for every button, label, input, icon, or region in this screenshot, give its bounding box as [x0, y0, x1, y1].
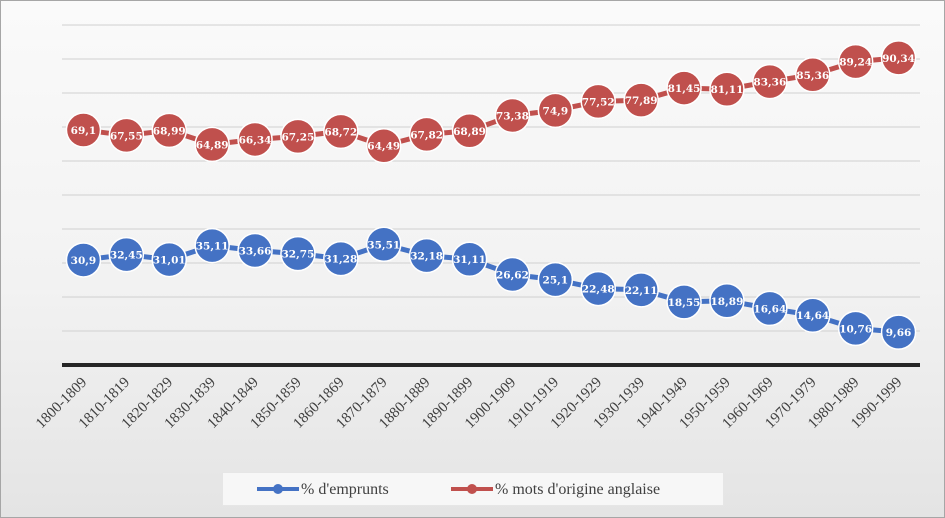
- data-point: [580, 83, 616, 120]
- data-point: [837, 310, 874, 347]
- legend: % d'emprunts % mots d'origine anglaise: [222, 472, 724, 506]
- data-point: [880, 40, 917, 76]
- series-anglaise: 69,1 67,55 68,99 64,89 66,34 67,25 68,72 64,49 6…: [65, 40, 917, 164]
- data-point: [795, 297, 831, 333]
- series-emprunts: 30,9 32,45 31,01 35,11 33,66 32,75 31,28 35,51 3…: [65, 226, 917, 350]
- data-point: [151, 112, 187, 149]
- data-label: 83,36: [753, 77, 786, 89]
- data-label: 81,11: [711, 84, 744, 96]
- data-label: 33,66: [239, 246, 272, 258]
- legend-dot-anglaise: [467, 484, 477, 494]
- data-point: [623, 272, 659, 308]
- data-label: 67,82: [410, 129, 443, 141]
- gridlines: [62, 24, 920, 332]
- data-label: 69,1: [71, 125, 97, 137]
- data-point: [237, 232, 273, 269]
- data-point: [709, 71, 745, 107]
- data-label: 68,72: [324, 126, 357, 138]
- data-point: [537, 92, 574, 129]
- data-label: 73,38: [496, 111, 529, 123]
- data-label: 77,89: [625, 95, 658, 107]
- data-label: 18,55: [668, 297, 701, 309]
- data-point: [280, 235, 316, 272]
- data-label: 77,52: [582, 96, 615, 108]
- data-point: [494, 256, 531, 293]
- legend-label-anglaise: % mots d'origine anglaise: [495, 481, 660, 498]
- data-label: 35,51: [367, 239, 400, 251]
- series-layer: 30,9 32,45 31,01 35,11 33,66 32,75 31,28 35,51 3…: [65, 40, 917, 350]
- data-label: 68,99: [153, 125, 186, 137]
- data-point: [408, 116, 445, 153]
- data-label: 64,49: [367, 141, 400, 153]
- data-point: [752, 290, 788, 327]
- data-point: [880, 314, 917, 350]
- legend-label-emprunts: % d'emprunts: [301, 481, 389, 498]
- x-tick-labels: 1800-18091810-18191820-18291830-18391840…: [33, 375, 905, 432]
- data-point: [537, 261, 574, 298]
- data-point: [408, 237, 445, 274]
- data-label: 67,25: [282, 131, 315, 143]
- data-point: [108, 117, 145, 154]
- data-point: [451, 113, 488, 149]
- data-label: 14,64: [796, 310, 829, 322]
- data-point: [237, 121, 273, 158]
- data-point: [323, 240, 359, 277]
- legend-dot-emprunts: [273, 484, 283, 494]
- data-label: 31,11: [453, 254, 486, 266]
- data-point: [280, 118, 316, 155]
- data-label: 68,89: [453, 126, 486, 138]
- data-point: [795, 57, 831, 93]
- data-label: 31,01: [153, 255, 186, 267]
- data-label: 18,89: [711, 296, 744, 308]
- data-label: 30,9: [71, 255, 97, 267]
- data-label: 85,36: [796, 70, 829, 82]
- data-label: 32,45: [110, 250, 143, 262]
- data-point: [108, 236, 145, 273]
- data-point: [666, 70, 702, 106]
- data-label: 16,64: [753, 303, 786, 315]
- data-label: 26,62: [496, 269, 529, 281]
- data-point: [194, 227, 230, 264]
- data-label: 90,34: [882, 53, 915, 65]
- data-point: [451, 241, 488, 277]
- data-label: 64,89: [196, 139, 229, 151]
- data-label: 35,11: [196, 241, 229, 253]
- data-point: [65, 242, 102, 278]
- data-label: 32,18: [410, 251, 443, 263]
- data-point: [709, 283, 745, 319]
- data-point: [623, 82, 659, 118]
- data-point: [366, 226, 402, 263]
- data-point: [494, 97, 531, 134]
- data-point: [752, 63, 788, 100]
- data-label: 81,45: [668, 83, 701, 95]
- data-label: 25,1: [543, 275, 569, 287]
- data-point: [151, 241, 187, 278]
- data-label: 67,55: [110, 130, 143, 142]
- data-point: [666, 284, 702, 320]
- data-label: 89,24: [839, 57, 872, 69]
- data-label: 22,11: [625, 285, 658, 297]
- data-label: 31,28: [324, 254, 357, 266]
- data-label: 32,75: [282, 249, 315, 261]
- data-point: [65, 112, 102, 148]
- data-label: 66,34: [239, 134, 272, 146]
- data-label: 9,66: [886, 327, 912, 339]
- data-label: 74,9: [543, 105, 569, 117]
- data-label: 10,76: [839, 323, 872, 335]
- data-point: [580, 270, 616, 307]
- data-point: [366, 127, 402, 164]
- data-point: [194, 126, 230, 163]
- data-point: [323, 113, 359, 150]
- data-point: [837, 43, 874, 80]
- data-label: 22,48: [582, 284, 615, 296]
